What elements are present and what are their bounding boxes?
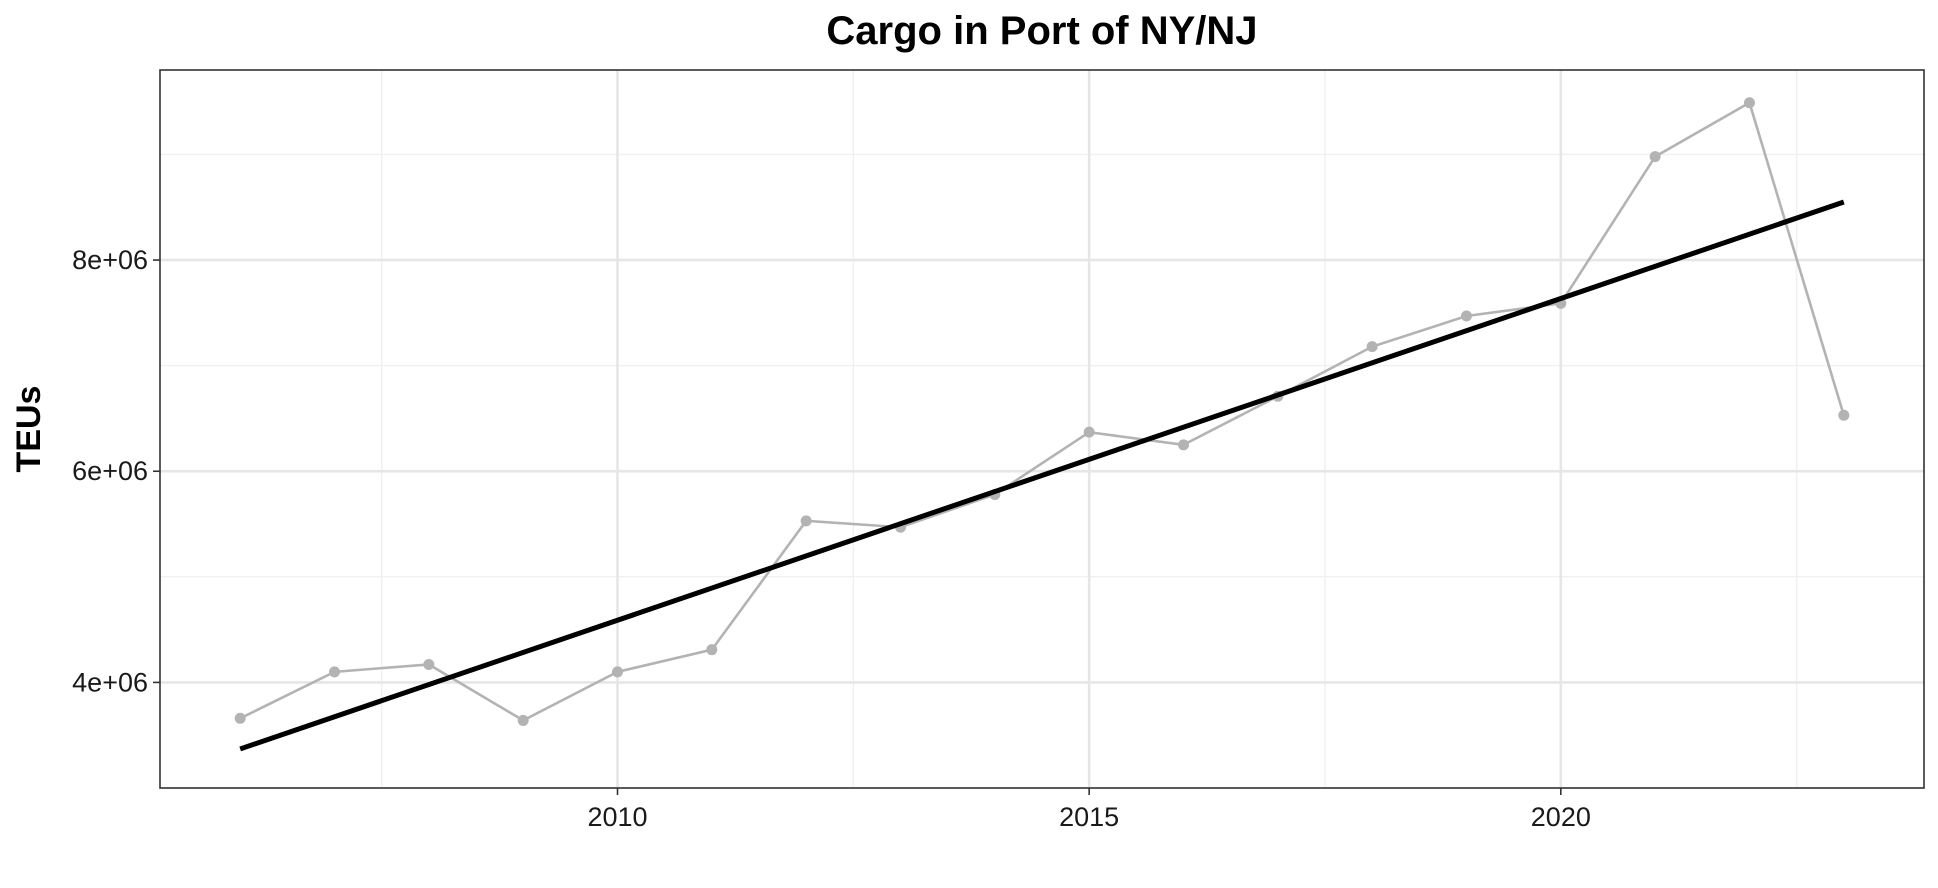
y-tick-label: 6e+06: [72, 456, 148, 486]
teu-data-point: [706, 644, 718, 656]
chart-title: Cargo in Port of NY/NJ: [826, 9, 1257, 53]
teu-data-point: [329, 666, 341, 678]
y-axis-label: TEUs: [10, 386, 48, 473]
teu-data-point: [1649, 151, 1661, 163]
teu-data-point: [1743, 97, 1755, 109]
x-tick-label: 2020: [1531, 802, 1591, 832]
trend-line: [239, 199, 1845, 752]
teu-data-point: [1177, 439, 1189, 451]
teu-data-point: [612, 666, 624, 678]
axes: 2010 2015 2020 4e+06 6e+06 8e+06: [72, 245, 1591, 832]
y-tick-label: 4e+06: [72, 667, 148, 697]
teu-data-point: [423, 658, 435, 670]
x-tick-label: 2015: [1059, 802, 1119, 832]
teu-data-point: [1083, 426, 1095, 438]
teu-data-point: [800, 515, 812, 527]
teu-data-point: [234, 712, 246, 724]
series-layer: [234, 97, 1850, 752]
panel-border: [159, 69, 1925, 789]
teu-series-line: [239, 100, 1846, 722]
grid: [160, 70, 1924, 789]
teu-data-point: [1838, 409, 1850, 421]
teu-data-point: [1460, 310, 1472, 322]
y-tick-label: 8e+06: [72, 245, 148, 275]
x-tick-label: 2010: [587, 802, 647, 832]
teu-data-point: [1366, 341, 1378, 353]
teu-data-point: [517, 714, 529, 726]
